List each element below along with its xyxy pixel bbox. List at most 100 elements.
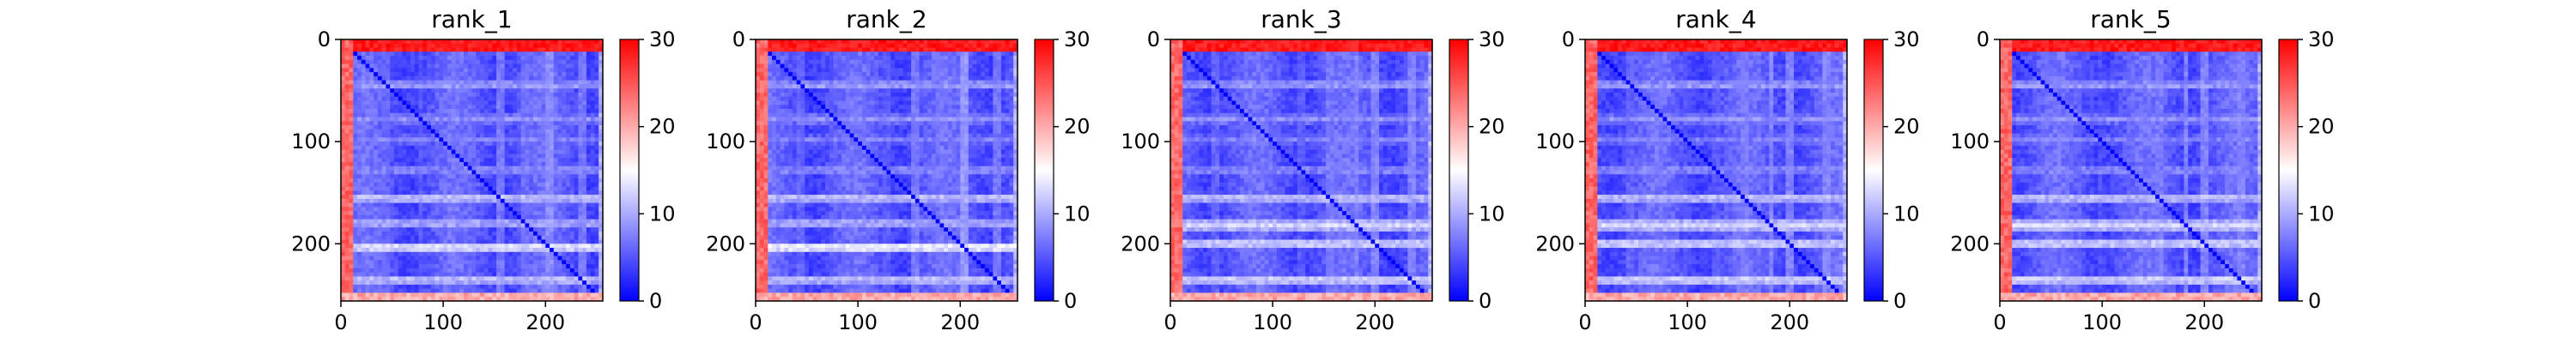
heatmap-cell (520, 59, 526, 65)
heatmap-cell (553, 211, 559, 216)
heatmap-cell (377, 117, 383, 122)
heatmap-cell (788, 72, 793, 77)
heatmap-cell (480, 72, 485, 77)
heatmap-cell (574, 72, 580, 77)
heatmap-cell (361, 137, 367, 142)
heatmap-cell (418, 43, 423, 49)
heatmap-cell (590, 51, 596, 57)
heatmap-cell (361, 59, 367, 65)
heatmap-cell (562, 219, 567, 225)
heatmap-cell (361, 280, 367, 286)
heatmap-cell (480, 207, 485, 212)
heatmap-cell (525, 248, 530, 253)
heatmap-cell (537, 186, 543, 191)
heatmap-cell (997, 88, 1002, 93)
heatmap-cell (393, 88, 399, 93)
heatmap-cell (418, 47, 423, 52)
heatmap-cell (463, 190, 469, 196)
heatmap-cell (550, 244, 555, 249)
heatmap-cell (808, 80, 814, 86)
heatmap-cell (590, 207, 596, 212)
heatmap-cell (553, 214, 559, 220)
heatmap-cell (488, 195, 493, 200)
heatmap-cell (525, 239, 530, 244)
heatmap-cell (451, 109, 457, 114)
heatmap-cell (557, 153, 562, 159)
heatmap-cell (427, 264, 432, 269)
heatmap-cell (488, 207, 493, 212)
heatmap-cell (496, 239, 501, 244)
heatmap-cell (805, 72, 810, 77)
heatmap-cell (471, 88, 477, 93)
heatmap-cell (500, 112, 506, 118)
heatmap-cell (398, 248, 404, 253)
heatmap-cell (471, 211, 477, 216)
heatmap-cell (532, 223, 538, 228)
heatmap-cell (861, 68, 867, 73)
heatmap-cell (410, 260, 416, 265)
heatmap-cell (402, 280, 407, 286)
heatmap-cell (414, 92, 420, 98)
heatmap-cell (488, 84, 493, 89)
heatmap-cell (537, 133, 543, 138)
heatmap-cell (594, 256, 599, 261)
heatmap-cell (467, 100, 473, 105)
heatmap-cell (557, 133, 562, 138)
heatmap-cell (569, 272, 575, 278)
heatmap-cell (557, 63, 562, 69)
heatmap-cell (780, 92, 785, 98)
heatmap-cell (516, 223, 522, 228)
heatmap-cell (586, 292, 592, 298)
heatmap-cell (451, 272, 457, 278)
heatmap-cell (443, 125, 448, 130)
heatmap-cell (508, 276, 513, 281)
heatmap-cell (508, 244, 513, 249)
heatmap-cell (574, 121, 580, 126)
heatmap-cell (459, 129, 465, 135)
heatmap-cell (459, 117, 465, 122)
heatmap-cell (578, 219, 583, 225)
heatmap-cell (406, 165, 411, 172)
heatmap-cell (598, 268, 604, 274)
heatmap-cell (374, 284, 379, 290)
heatmap-cell (390, 125, 395, 130)
heatmap-cell (516, 133, 522, 138)
heatmap-cell (756, 59, 761, 65)
heatmap-cell (529, 223, 534, 228)
heatmap-cell (459, 105, 465, 110)
heatmap-cell (480, 92, 485, 98)
heatmap-cell (520, 47, 526, 52)
heatmap-cell (492, 145, 497, 151)
heatmap-cell (418, 153, 423, 159)
heatmap-cell (410, 125, 416, 130)
heatmap-cell (569, 190, 575, 196)
heatmap-cell (369, 268, 374, 274)
heatmap-cell (361, 195, 367, 200)
heatmap-cell (500, 121, 506, 126)
heatmap-cell (488, 251, 493, 257)
heatmap-cell (414, 149, 420, 155)
heatmap-cell (341, 260, 346, 265)
heatmap-cell (927, 68, 933, 73)
heatmap-cell (492, 105, 497, 110)
heatmap-cell (513, 244, 518, 249)
heatmap-cell (964, 88, 969, 93)
heatmap-cell (344, 231, 350, 237)
heatmap-cell (480, 68, 485, 73)
heatmap-cell (488, 112, 493, 118)
heatmap-cell (841, 92, 847, 98)
heatmap-cell (553, 202, 559, 208)
heatmap-cell (931, 47, 937, 52)
heatmap-cell (341, 125, 346, 130)
heatmap-cell (537, 158, 543, 163)
heatmap-cell (480, 158, 485, 163)
heatmap-cell (483, 43, 489, 49)
heatmap-cell (443, 75, 448, 81)
heatmap-cell (451, 84, 457, 89)
heatmap-cell (500, 88, 506, 93)
heatmap-cell (365, 178, 370, 184)
heatmap-cell (402, 149, 407, 155)
heatmap-cell (369, 149, 374, 155)
heatmap-cell (434, 174, 440, 179)
heatmap-cell (414, 88, 420, 93)
